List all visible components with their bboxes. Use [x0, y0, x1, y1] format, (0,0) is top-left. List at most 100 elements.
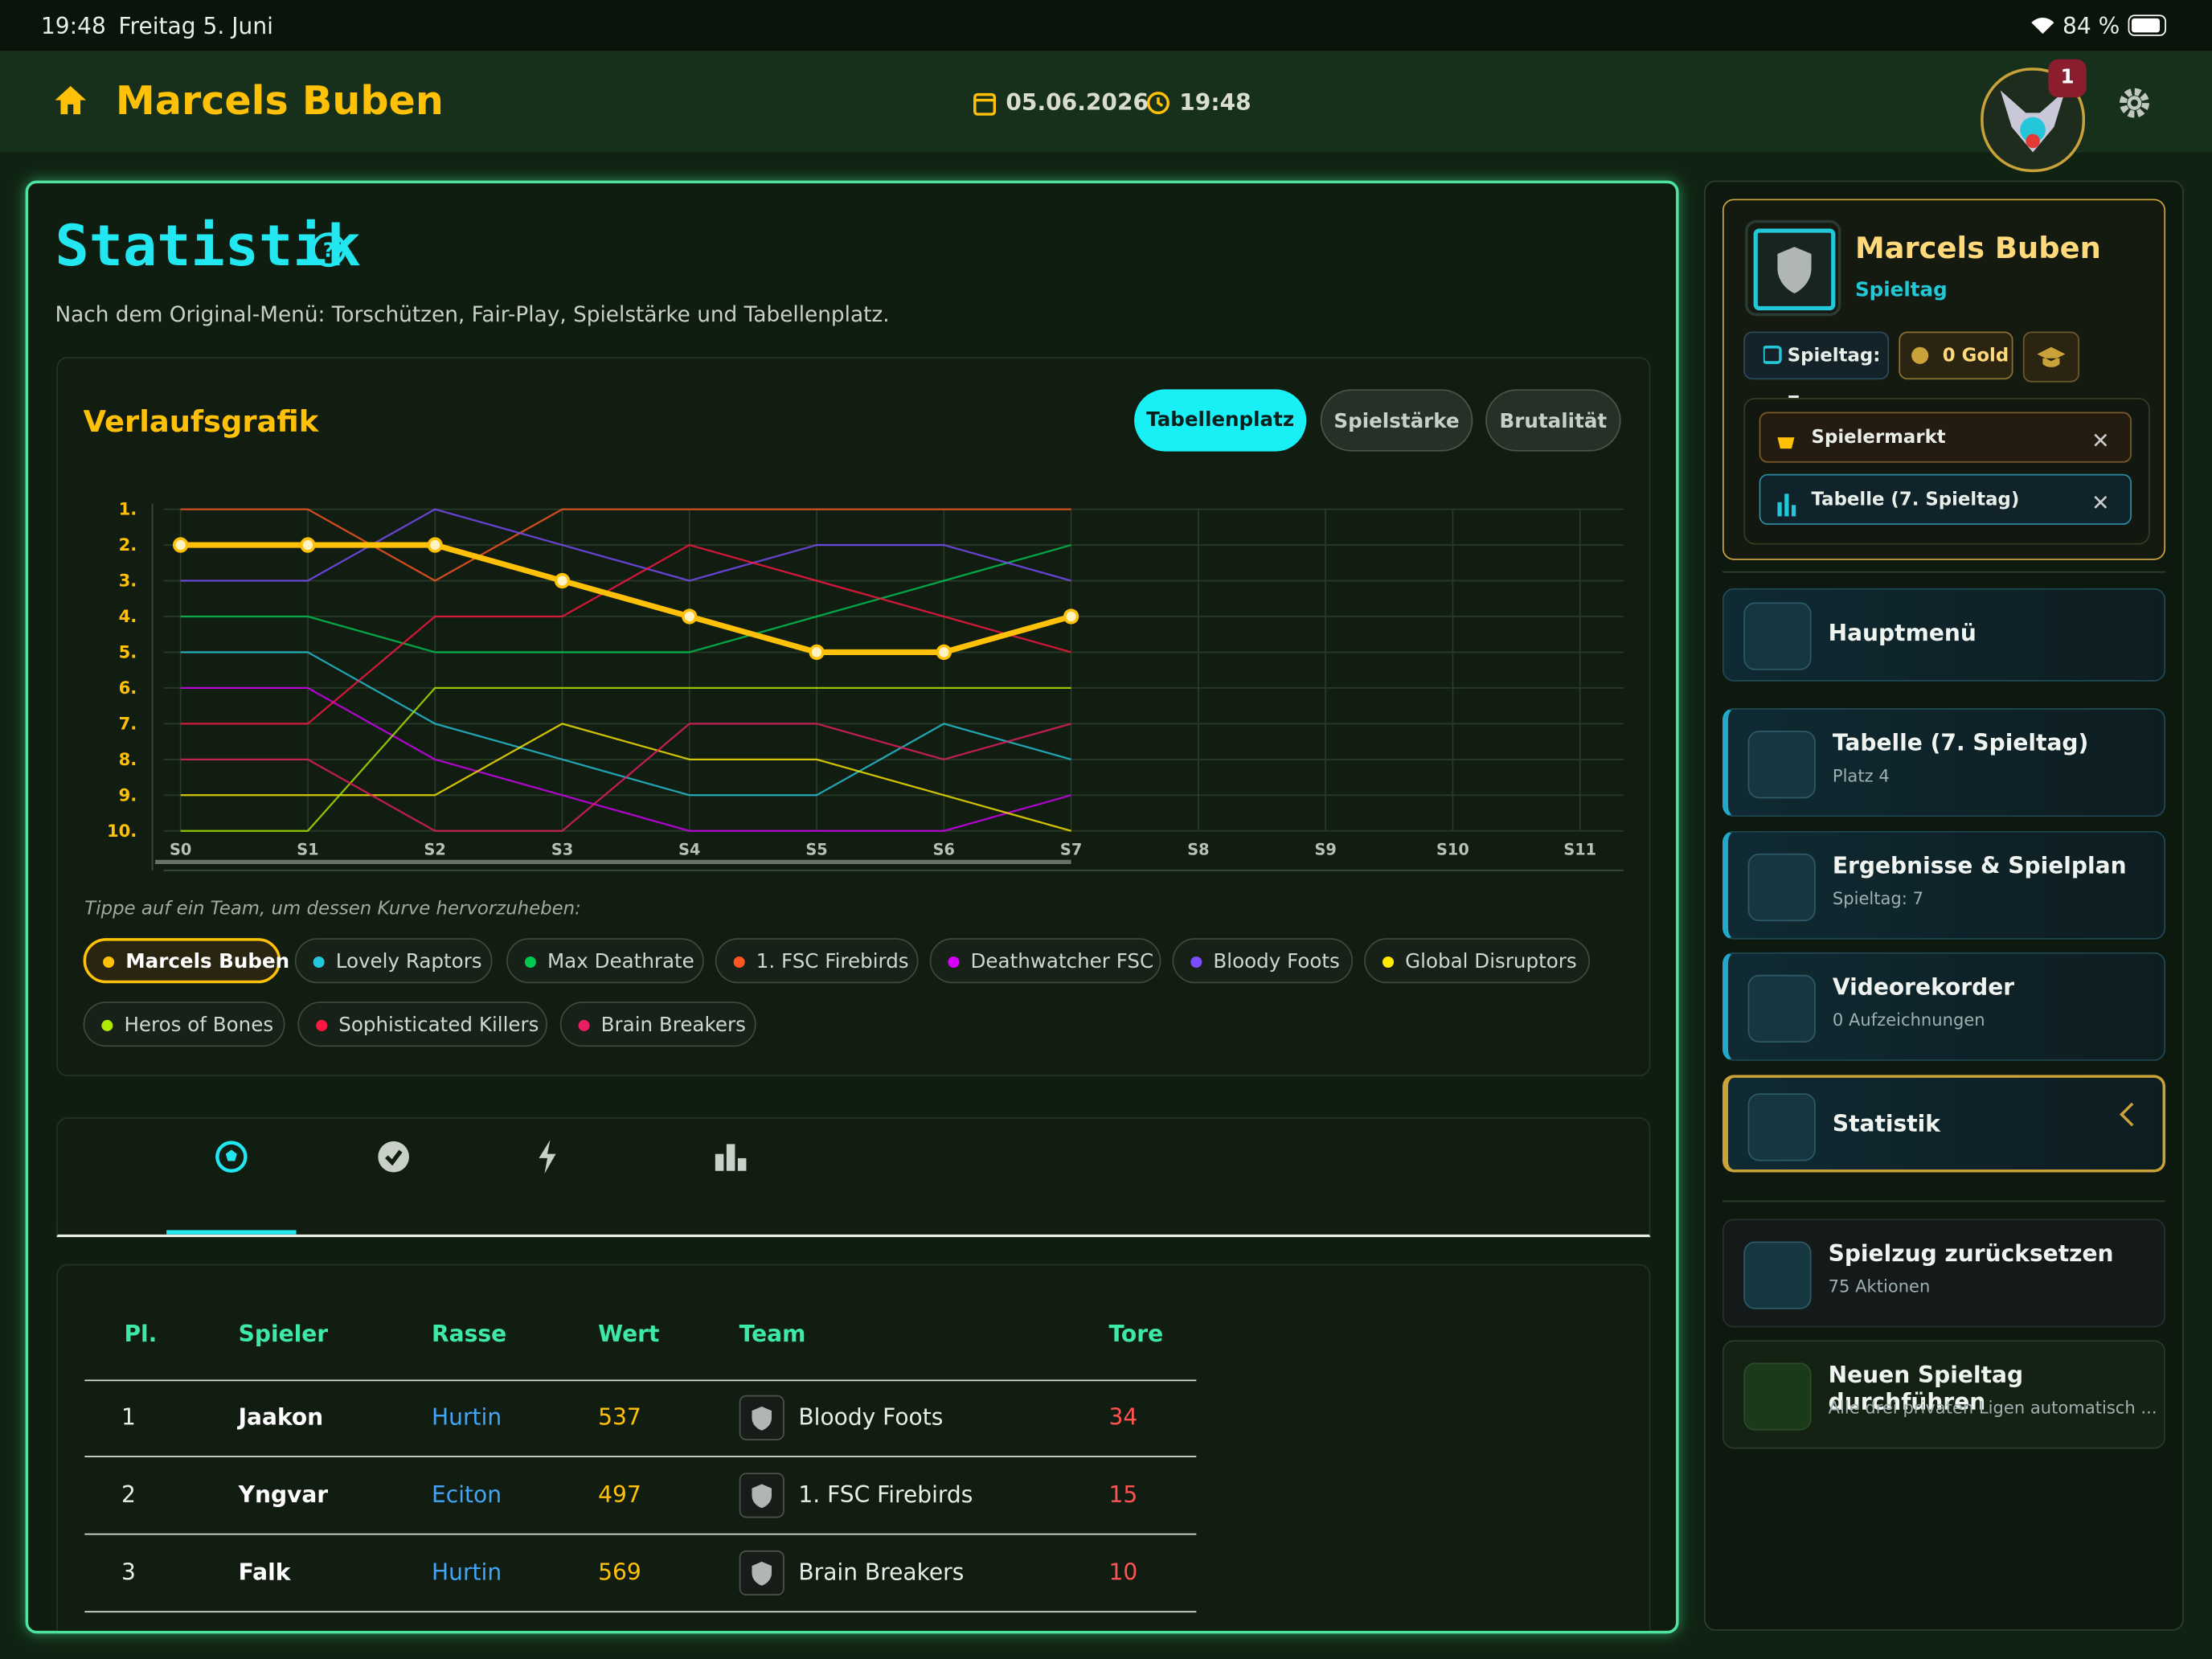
column-header: Tore: [1108, 1320, 1164, 1348]
table-cell: Bloody Foots: [798, 1403, 944, 1431]
team-crest: [739, 1550, 784, 1596]
shield-icon: [1777, 247, 1812, 294]
academy-button[interactable]: [2022, 331, 2080, 383]
table-cell: Jaakon: [238, 1403, 324, 1431]
academy-icon: [2037, 346, 2066, 367]
chart-hint: Tippe auf ein Team, um dessen Kurve herv…: [84, 898, 581, 920]
nav-item[interactable]: Videorekorder 0 Aufzeichnungen: [1722, 952, 2166, 1061]
page-subtitle: Nach dem Original-Menü: Torschützen, Fai…: [55, 301, 890, 328]
legend-label: Deathwatcher FSC: [970, 950, 1154, 974]
notification-badge: 1: [2048, 59, 2087, 98]
legend-label: Max Deathrate: [547, 950, 694, 974]
status-date: Freitag 5. Juni: [118, 12, 273, 40]
team-crest: [739, 1473, 784, 1518]
series-line: [180, 686, 1071, 832]
help-button[interactable]: ?: [310, 231, 347, 268]
nav-item[interactable]: Neuen Spieltag durchführen Alle drei priv…: [1722, 1340, 2166, 1449]
calendar-icon: [973, 92, 997, 116]
column-header: Pl.: [124, 1320, 158, 1348]
mode-button[interactable]: Brutalität: [1485, 389, 1621, 452]
y-tick-label: 5.: [119, 641, 137, 662]
table-cell: 3: [121, 1559, 136, 1586]
header-date: 05.06.2026: [1006, 88, 1149, 116]
nav-item[interactable]: Spielzug zurücksetzen 75 Aktionen: [1722, 1219, 2166, 1328]
legend-chip[interactable]: Global Disruptors: [1364, 938, 1590, 984]
y-tick-label: 3.: [119, 571, 137, 591]
active-tab-indicator: [166, 1230, 297, 1235]
legend-label: Bloody Foots: [1213, 950, 1340, 974]
legend-label: Lovely Raptors: [335, 950, 482, 974]
header-time: 19:48: [1179, 88, 1251, 116]
table-cell: 1. FSC Firebirds: [798, 1481, 973, 1509]
legend-chip[interactable]: Max Deathrate: [506, 938, 704, 984]
legend-chip[interactable]: Lovely Raptors: [294, 938, 493, 984]
x-tick-label: S7: [1060, 841, 1082, 859]
series-line: [180, 723, 1071, 832]
home-button[interactable]: [54, 84, 88, 116]
data-point: [427, 537, 443, 553]
mode-button[interactable]: Tabellenplatz: [1134, 389, 1307, 452]
table-cell: 1: [121, 1403, 136, 1431]
legend-swatch: [103, 956, 115, 968]
data-point: [809, 644, 825, 661]
open-window[interactable]: Tabelle (7. Spieltag): [1759, 473, 2132, 525]
series-line: [180, 508, 1071, 582]
tab-icon-strength: [539, 1140, 556, 1174]
collapse-arrow[interactable]: [2120, 1102, 2144, 1127]
table-cell: 15: [1108, 1481, 1138, 1509]
settings-button[interactable]: [2117, 86, 2151, 120]
table-cell: Yngvar: [238, 1481, 329, 1509]
nav-subtitle: 0 Aufzeichnungen: [1832, 1010, 1985, 1030]
legend-swatch: [524, 956, 536, 968]
nav-title: Hauptmenü: [1828, 619, 1976, 646]
clock-icon: [1146, 92, 1169, 115]
legend-chip[interactable]: Heros of Bones: [83, 1002, 285, 1047]
data-point: [682, 608, 698, 625]
table-cell: Eciton: [432, 1481, 502, 1509]
nav-title: Neuen Spieltag durchführen: [1828, 1361, 2024, 1415]
nav-icon: [1743, 1240, 1812, 1309]
legend-swatch: [316, 1019, 328, 1031]
nav-title: Spielzug zurücksetzen: [1828, 1239, 2114, 1268]
open-window[interactable]: Spielermarkt: [1759, 412, 2132, 463]
legend-chip[interactable]: Marcels Buben: [83, 938, 289, 984]
table-cell: Hurtin: [432, 1559, 502, 1586]
avatar-image: [2000, 90, 2066, 153]
shield-icon: [752, 1484, 772, 1509]
nav-item[interactable]: Hauptmenü: [1722, 588, 2166, 682]
shield-icon: [752, 1406, 772, 1431]
x-tick-label: S1: [297, 841, 318, 859]
battery-level: 84 %: [2062, 12, 2120, 40]
legend-chip[interactable]: 1. FSC Firebirds: [715, 938, 919, 984]
nav-item[interactable]: Ergebnisse & Spielplan Spieltag: 7: [1722, 830, 2166, 940]
legend-chip[interactable]: Bloody Foots: [1172, 938, 1354, 984]
nav-subtitle: Platz 4: [1832, 766, 1890, 786]
nav-subtitle: 75 Aktionen: [1828, 1276, 1931, 1296]
y-tick-label: 4.: [119, 606, 137, 626]
table-cell: 10: [1108, 1559, 1138, 1586]
legend-chip[interactable]: Brain Breakers: [559, 1002, 756, 1047]
team-crest: [739, 1395, 784, 1440]
series-line: [180, 723, 1071, 832]
legend-swatch: [313, 956, 325, 968]
legend-label: Marcels Buben: [125, 950, 290, 974]
y-tick-label: 2.: [119, 535, 137, 555]
column-header: Rasse: [432, 1320, 507, 1348]
separator: [1722, 571, 2166, 573]
mode-button[interactable]: Spielstärke: [1320, 389, 1473, 452]
statistics-panel: Statistik ? Nach dem Original-Menü: Tors…: [25, 180, 1679, 1634]
y-tick-label: 7.: [119, 713, 137, 733]
legend-chip[interactable]: Sophisticated Killers: [297, 1002, 547, 1047]
app-header: Marcels Buben 05.06.2026 19:48 1: [0, 51, 2212, 173]
legend-chip[interactable]: Deathwatcher FSC: [929, 938, 1161, 984]
table-cell: 569: [598, 1559, 641, 1586]
nav-item[interactable]: Tabelle (7. Spieltag) Platz 4: [1722, 708, 2166, 817]
series-line: [180, 542, 1072, 655]
y-tick-label: 6.: [119, 678, 137, 698]
nav-icon: [1743, 602, 1812, 670]
tab-icon-fairplay: [378, 1141, 409, 1173]
nav-item[interactable]: Statistik: [1722, 1075, 2166, 1173]
row-rule: [84, 1456, 1197, 1458]
avatar[interactable]: [1981, 68, 2086, 173]
